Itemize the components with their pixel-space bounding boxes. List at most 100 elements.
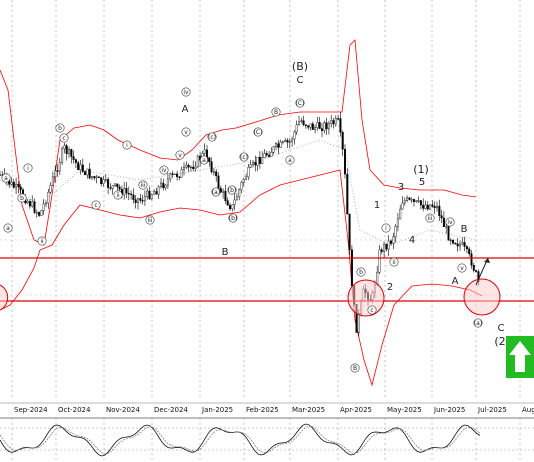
signal-arrow: [506, 336, 534, 378]
candle-body: [150, 194, 153, 200]
candle-body: [15, 183, 18, 188]
candle-body: [90, 176, 93, 179]
candle-body: [413, 199, 416, 202]
x-tick-label: Jun-2025: [433, 406, 465, 414]
candle: [399, 204, 402, 220]
candle-body: [291, 138, 294, 142]
wave-circle: [55, 123, 65, 133]
candle-body: [125, 188, 128, 194]
candle-body: [463, 242, 466, 247]
candle-body: [143, 196, 146, 202]
candle: [171, 170, 174, 178]
candle: [279, 139, 282, 149]
candle: [192, 160, 195, 172]
candle-body: [107, 179, 110, 188]
candle-body: [81, 164, 84, 172]
candle: [155, 187, 158, 195]
candle-body: [139, 198, 142, 201]
candle: [164, 183, 167, 191]
wave-circle-text: ii: [392, 259, 396, 266]
wave-circle: [239, 152, 249, 162]
candle: [90, 175, 93, 181]
candle-body: [433, 206, 436, 209]
candle-body: [222, 190, 225, 193]
candle: [182, 162, 185, 176]
wave-circle: [1, 173, 11, 183]
candle-body: [104, 179, 107, 181]
wave-circle: [122, 140, 132, 150]
candle-body: [339, 118, 342, 133]
bollinger-bands: [0, 39, 483, 387]
candle: [169, 172, 172, 183]
candle-body: [28, 201, 31, 207]
candle-body: [176, 173, 179, 178]
wave-circle-text: (C): [254, 129, 263, 136]
circled-wave-label: (a): [473, 318, 483, 328]
wave-circle: [113, 190, 123, 200]
candle: [58, 157, 61, 175]
candle-body: [224, 190, 227, 201]
candle: [383, 241, 386, 258]
circled-wave-label: B: [350, 363, 360, 373]
circled-wave-label: (a): [211, 187, 221, 197]
circled-wave-label: ii: [37, 236, 47, 246]
candle: [40, 210, 43, 216]
candle: [406, 195, 409, 203]
candle: [251, 160, 254, 168]
circled-wave-label: b: [55, 123, 65, 133]
wave-circle-text: b: [58, 125, 62, 132]
candle-body: [300, 120, 303, 123]
candle: [146, 188, 149, 200]
candle-body: [302, 120, 305, 126]
candle-body: [42, 203, 45, 211]
candle: [468, 246, 471, 257]
candle: [321, 122, 324, 138]
candle: [72, 150, 75, 164]
x-tick-label: Sep-2024: [14, 406, 48, 414]
up-arrow-icon: [509, 341, 531, 372]
candle-body: [45, 202, 48, 205]
wave-circle: [367, 305, 377, 315]
candle-body: [109, 187, 112, 189]
candle: [307, 125, 310, 131]
candle: [231, 204, 234, 212]
circled-wave-label: iii: [145, 215, 155, 225]
x-tick-label: May-2025: [387, 406, 422, 414]
candle: [268, 150, 271, 158]
wave-label: 1: [374, 200, 380, 211]
candle: [134, 195, 137, 209]
candle: [33, 198, 36, 215]
candle-body: [422, 204, 425, 209]
candle-body: [70, 149, 73, 157]
circled-wave-label: (C): [253, 127, 263, 137]
candle: [111, 185, 114, 195]
candle: [323, 120, 326, 134]
candle-body: [468, 248, 471, 254]
candle: [442, 211, 445, 228]
candle-body: [77, 162, 80, 170]
candle-body: [79, 164, 82, 170]
wave-circle: [285, 155, 295, 165]
candle-body: [307, 125, 310, 128]
candle-body: [337, 118, 340, 120]
candle-body: [203, 149, 206, 154]
circled-wave-label: i: [122, 140, 132, 150]
candle: [100, 176, 103, 187]
candle-body: [40, 210, 43, 216]
wave-label: B: [461, 224, 468, 235]
candle-body: [178, 176, 181, 178]
circled-wave-label: i: [23, 163, 33, 173]
candle-body: [245, 176, 248, 180]
candle: [270, 147, 273, 157]
candle-body: [387, 240, 390, 250]
wave-circle: [271, 107, 281, 117]
candle: [123, 182, 126, 200]
candle-body: [419, 200, 422, 206]
wave-circle-text: c: [62, 135, 65, 142]
candle: [332, 117, 335, 129]
candle-body: [327, 123, 330, 130]
wave-label: (B): [292, 60, 308, 73]
candle-body: [256, 156, 259, 166]
wave-label: 4: [409, 235, 415, 246]
wave-circle: [199, 155, 209, 165]
